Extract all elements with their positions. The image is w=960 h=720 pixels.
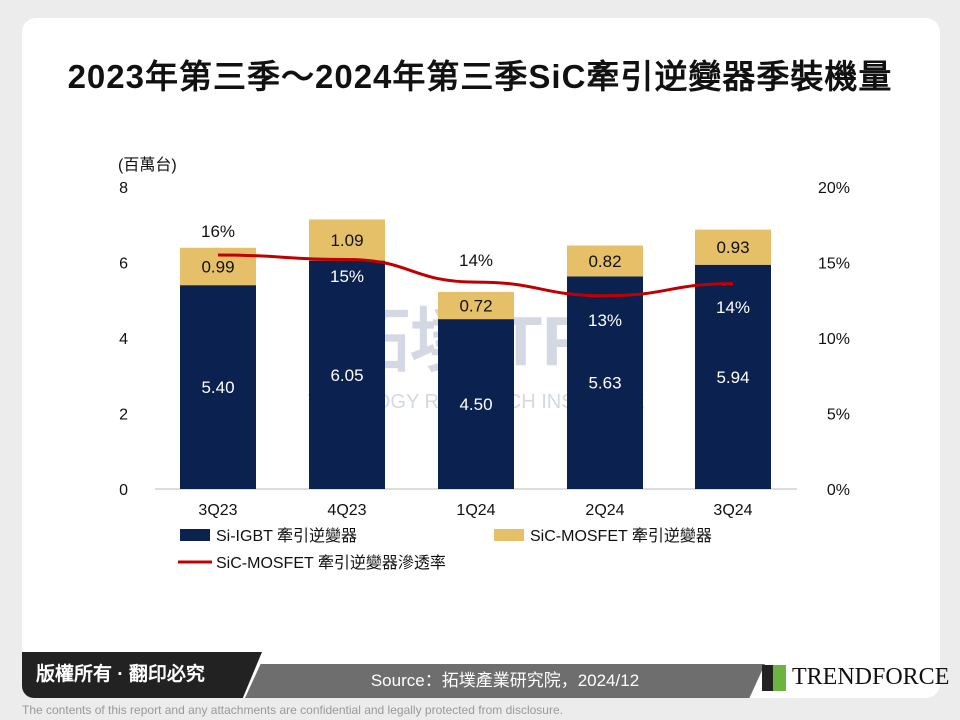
data-label-si-igbt: 5.63 [588, 374, 621, 393]
brand-name: TRENDFORCE [792, 664, 950, 690]
legend-label-sic-mosfet: SiC-MOSFET 牽引逆變器 [530, 526, 712, 545]
x-tick-label: 2Q24 [585, 502, 624, 519]
data-label-penetration: 14% [459, 251, 493, 270]
data-label-si-igbt: 4.50 [459, 395, 492, 414]
data-label-penetration: 14% [716, 298, 750, 317]
data-label-sic-mosfet: 0.72 [459, 297, 492, 316]
data-label-penetration: 15% [330, 267, 364, 286]
bar-si-igbt [309, 260, 385, 489]
legend-label-penetration: SiC-MOSFET 牽引逆變器滲透率 [216, 553, 446, 572]
bar-si-igbt [180, 285, 256, 489]
y2-tick-label: 5% [827, 407, 850, 424]
y-tick-label: 0 [119, 482, 128, 499]
x-tick-label: 3Q24 [713, 502, 752, 519]
source-note: Source：拓墣產業研究院，2024/12 [245, 664, 765, 698]
trendforce-logo-icon [762, 664, 786, 691]
bar-si-igbt [438, 319, 514, 489]
bar-sic-mosfet [309, 219, 385, 261]
trendforce-logo: TRENDFORCE [762, 664, 949, 691]
legend-swatch-sic-mosfet [494, 529, 524, 541]
chart-title: 2023年第三季～2024年第三季SiC牽引逆變器季裝機量 [67, 58, 893, 95]
data-label-sic-mosfet: 1.09 [330, 231, 363, 250]
disclaimer: The contents of this report and any atta… [22, 703, 563, 717]
x-tick-label: 3Q23 [198, 502, 237, 519]
y2-tick-label: 10% [818, 331, 850, 348]
data-label-sic-mosfet: 0.99 [201, 257, 234, 276]
bar-sic-mosfet [567, 245, 643, 277]
data-label-sic-mosfet: 0.82 [588, 252, 621, 271]
data-label-penetration: 13% [588, 311, 622, 330]
y-tick-label: 8 [119, 180, 128, 197]
data-label-penetration: 16% [201, 222, 235, 241]
penetration-line [217, 253, 734, 298]
legend-swatch-si-igbt [180, 529, 210, 541]
x-tick-label: 4Q23 [327, 502, 366, 519]
data-label-sic-mosfet: 0.93 [716, 238, 749, 257]
bar-sic-mosfet [438, 291, 514, 320]
data-label-si-igbt: 5.40 [201, 378, 234, 397]
data-label-si-igbt: 6.05 [330, 366, 363, 385]
y2-tick-label: 0% [827, 482, 850, 499]
y2-tick-label: 20% [818, 180, 850, 197]
copyright-banner: 版權所有 · 翻印必究 [22, 652, 262, 698]
bar-si-igbt [695, 264, 771, 489]
x-tick-label: 1Q24 [456, 502, 495, 519]
y-tick-label: 2 [119, 407, 128, 424]
bar-si-igbt [567, 276, 643, 489]
y2-tick-label: 15% [818, 256, 850, 273]
bar-sic-mosfet [695, 229, 771, 265]
y-tick-label: 6 [119, 256, 128, 273]
data-label-si-igbt: 5.94 [716, 368, 749, 387]
y-tick-label: 4 [119, 331, 128, 348]
y-axis-label: (百萬台) [118, 156, 177, 174]
legend-label-si-igbt: Si-IGBT 牽引逆變器 [216, 526, 357, 545]
